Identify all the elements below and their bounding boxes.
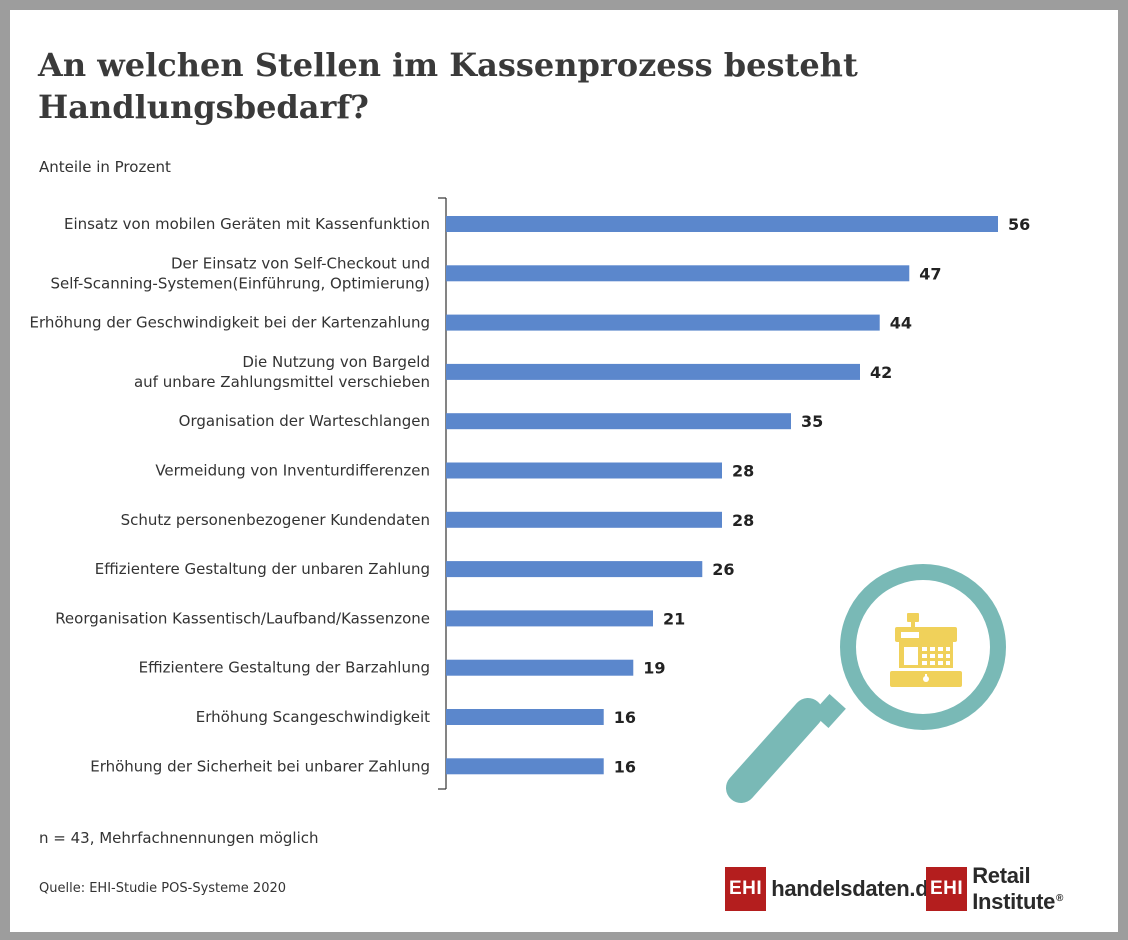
bar bbox=[446, 462, 722, 479]
value-label: 56 bbox=[1008, 215, 1030, 234]
bar bbox=[446, 314, 880, 331]
value-label: 16 bbox=[614, 757, 636, 776]
bar bbox=[446, 511, 722, 528]
handelsdaten-logo[interactable]: EHI handelsdaten.de bbox=[725, 866, 941, 912]
value-label: 44 bbox=[890, 314, 912, 333]
bar bbox=[446, 709, 604, 725]
ehi-retail-institute-logo[interactable]: EHI Retail Institute® bbox=[926, 863, 1118, 915]
retail-institute-logo-text: Retail Institute® bbox=[972, 863, 1118, 915]
registered-mark: ® bbox=[1056, 892, 1064, 904]
category-label: Die Nutzung von Bargeld bbox=[242, 353, 430, 371]
category-label: Vermeidung von Inventurdifferenzen bbox=[155, 462, 430, 480]
magnifier-illustration bbox=[726, 564, 1006, 803]
category-label: Effizientere Gestaltung der Barzahlung bbox=[139, 659, 430, 677]
handelsdaten-logo-text: handelsdaten.de bbox=[771, 876, 941, 901]
bar bbox=[446, 363, 860, 380]
bar bbox=[446, 561, 703, 578]
bar bbox=[446, 659, 634, 676]
bar bbox=[446, 216, 998, 232]
retail-institute-text: Retail Institute bbox=[972, 863, 1056, 914]
bar bbox=[446, 758, 604, 775]
chart-card: An welchen Stellen im Kassenprozess best… bbox=[10, 10, 1118, 932]
category-label: Self-Scanning-Systemen(Einführung, Optim… bbox=[50, 274, 430, 292]
value-label: 35 bbox=[801, 412, 823, 431]
value-label: 21 bbox=[663, 609, 685, 628]
category-label: Erhöhung der Sicherheit bei unbarer Zahl… bbox=[90, 757, 430, 775]
value-label: 28 bbox=[732, 511, 754, 530]
chart-title: An welchen Stellen im Kassenprozess best… bbox=[38, 46, 858, 126]
category-label: Schutz personenbezogener Kundendaten bbox=[121, 511, 430, 529]
category-label: Einsatz von mobilen Geräten mit Kassenfu… bbox=[64, 215, 430, 233]
value-label: 19 bbox=[643, 659, 665, 678]
bar bbox=[446, 413, 791, 430]
source-note: Quelle: EHI-Studie POS-Systeme 2020 bbox=[39, 881, 287, 896]
category-label: Der Einsatz von Self-Checkout und bbox=[171, 254, 430, 272]
value-label: 16 bbox=[614, 708, 636, 727]
value-label: 28 bbox=[732, 462, 754, 481]
chart-subtitle: Anteile in Prozent bbox=[39, 158, 171, 176]
bar bbox=[446, 265, 910, 282]
bar-chart: 56 Einsatz von mobilen Geräten mit Kassen… bbox=[29, 197, 1030, 803]
sample-note: n = 43, Mehrfachnennungen möglich bbox=[39, 829, 319, 847]
value-label: 42 bbox=[870, 363, 892, 382]
category-label: auf unbare Zahlungsmittel verschieben bbox=[134, 373, 430, 391]
ehi-logo-box: EHI bbox=[725, 867, 767, 911]
category-label: Erhöhung der Geschwindigkeit bei der Kar… bbox=[29, 314, 430, 332]
category-label: Effizientere Gestaltung der unbaren Zahl… bbox=[95, 560, 430, 578]
category-label: Reorganisation Kassentisch/Laufband/Kass… bbox=[55, 609, 430, 627]
category-label: Erhöhung Scangeschwindigkeit bbox=[196, 708, 430, 726]
ehi-logo-box: EHI bbox=[926, 867, 968, 911]
magnifier-neck bbox=[812, 693, 846, 729]
category-label: Organisation der Warteschlangen bbox=[179, 412, 430, 430]
magnifier-handle-icon bbox=[726, 698, 823, 803]
value-label: 47 bbox=[919, 264, 941, 283]
value-label: 26 bbox=[712, 560, 734, 579]
bar bbox=[446, 610, 653, 627]
